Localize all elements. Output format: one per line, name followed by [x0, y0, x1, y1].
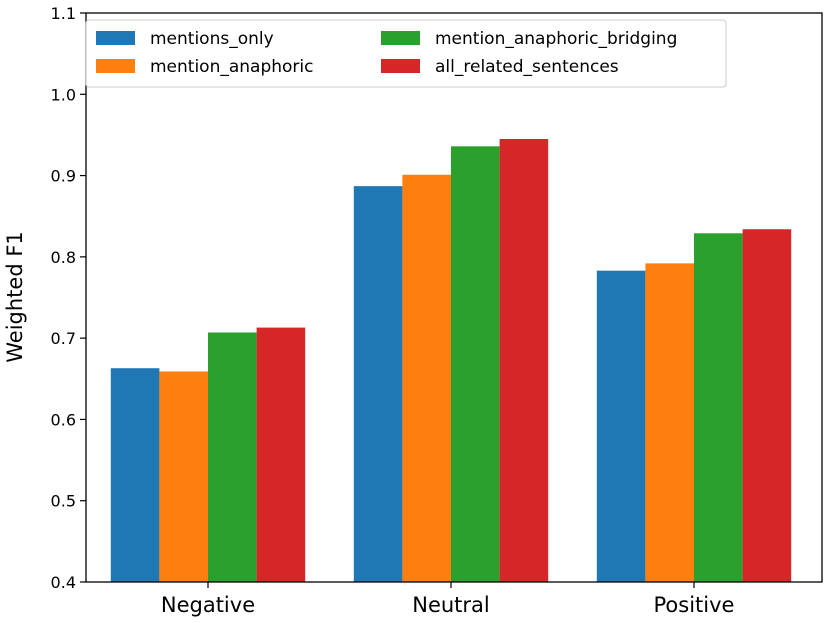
bar-mentions_only-neutral: [353, 186, 403, 583]
bar-mentions_only-positive: [596, 270, 646, 582]
legend-swatch-all_related_sentences: [381, 59, 420, 73]
bar-mention_anaphoric_bridging-neutral: [451, 146, 500, 582]
legend-swatch-mention_anaphoric_bridging: [381, 31, 420, 45]
legend-label-mention_anaphoric: mention_anaphoric: [150, 57, 314, 77]
y-axis: 0.4 0.5 0.6 0.7 0.8 0.9 1.0 1.1: [51, 4, 86, 592]
legend-label-mentions_only: mentions_only: [150, 29, 274, 49]
legend-box: [85, 19, 727, 88]
y-tick-label: 0.8: [51, 248, 76, 267]
y-tick-label: 1.0: [51, 85, 76, 104]
bar-all_related_sentences-positive: [742, 229, 792, 582]
x-axis: Negative Neutral Positive: [161, 582, 735, 617]
bar-all_related_sentences-negative: [256, 327, 306, 582]
y-tick-label: 1.1: [51, 4, 76, 23]
legend-label-mention_anaphoric_bridging: mention_anaphoric_bridging: [435, 29, 677, 49]
x-category-label: Neutral: [412, 593, 490, 617]
bar-mentions_only-negative: [110, 368, 160, 582]
y-tick-label: 0.4: [51, 573, 76, 592]
y-tick-label: 0.5: [51, 492, 76, 511]
bar-mention_anaphoric_bridging-positive: [694, 233, 743, 582]
y-axis-label: Weighted F1: [3, 231, 27, 363]
bar-all_related_sentences-neutral: [499, 138, 549, 582]
y-tick-label: 0.6: [51, 410, 76, 429]
legend-swatch-mentions_only: [96, 31, 135, 45]
y-tick-label: 0.9: [51, 167, 76, 186]
legend: mentions_only mention_anaphoric mention_an…: [85, 19, 727, 88]
bars-group: [110, 138, 792, 583]
legend-swatch-mention_anaphoric: [96, 59, 135, 73]
plot-frame: [85, 12, 823, 583]
bar-mention_anaphoric-neutral: [402, 174, 451, 582]
bar-mention_anaphoric_bridging-negative: [208, 332, 257, 582]
y-tick-label: 0.7: [51, 329, 76, 348]
legend-label-all_related_sentences: all_related_sentences: [435, 57, 619, 77]
x-category-label: Positive: [654, 593, 735, 617]
bar-mention_anaphoric-negative: [159, 371, 208, 582]
x-category-label: Negative: [161, 593, 255, 617]
bar-mention_anaphoric-positive: [645, 263, 694, 582]
